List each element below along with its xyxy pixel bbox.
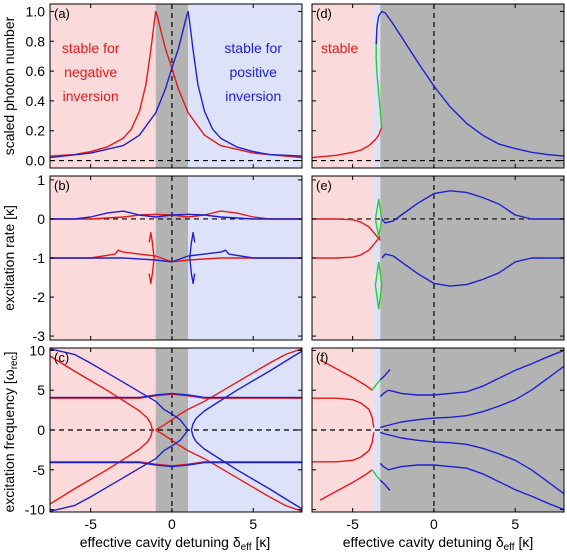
series-line [312, 127, 383, 159]
stability-region [50, 348, 156, 512]
stability-region [373, 176, 381, 340]
x-tick-label: 0 [168, 516, 176, 532]
annotation: positive [229, 64, 277, 80]
panels: stable for negative inversion stable for pos… [25, 3, 565, 532]
annotation: inversion [63, 88, 119, 104]
series-line [379, 369, 391, 381]
y-tick-label: 0.2 [26, 123, 46, 139]
x-tick-label: 5 [511, 516, 519, 532]
ylabel-bottom: excitation frequency [ωrec] [1, 351, 20, 512]
x-tick-label: 0 [430, 516, 438, 532]
series-line [50, 393, 302, 399]
series-line [374, 261, 383, 310]
series-line [190, 350, 302, 431]
series-line [189, 231, 196, 285]
panel-label: (f) [316, 350, 328, 365]
series-line [388, 464, 564, 511]
panel-e: (e) [311, 175, 565, 341]
panel-a: stable for negative inversion stable for pos… [26, 3, 303, 169]
series-line [50, 461, 302, 467]
series-line [50, 249, 302, 263]
series-line [380, 431, 564, 495]
y-tick-label: -10 [25, 502, 45, 518]
y-tick-label: -1 [33, 250, 46, 266]
series-line [148, 231, 155, 285]
plot-frame [311, 3, 565, 169]
series-line [374, 198, 383, 237]
series-line [381, 190, 564, 224]
panel-label: (c) [54, 350, 69, 365]
ylabel-top: scaled photon number [1, 16, 17, 155]
series-line [388, 349, 564, 396]
annotation: stable for [62, 40, 120, 56]
series-line [379, 389, 389, 398]
series-line [319, 359, 373, 391]
stability-region [50, 4, 156, 168]
series-line [319, 469, 373, 501]
series-line [50, 429, 154, 505]
x-tick-label: 5 [249, 516, 257, 532]
series-line [50, 10, 302, 159]
series-line [50, 10, 302, 159]
stability-region [188, 4, 302, 168]
series-line [190, 429, 302, 510]
y-tick-label: -2 [33, 289, 46, 305]
series-line [375, 44, 383, 128]
y-tick-label: -3 [33, 328, 46, 344]
annotation: inversion [225, 88, 281, 104]
series-line [375, 10, 564, 157]
annotation: negative [64, 64, 117, 80]
panel-label: (e) [316, 178, 332, 193]
x-tick-label: -5 [346, 516, 359, 532]
y-tick-label: 0.4 [26, 93, 46, 109]
xlabel-right: effective cavity detuning δeff [κ] [343, 534, 533, 553]
series-line [155, 429, 302, 512]
series-line [312, 432, 375, 463]
panel-label: (a) [54, 6, 70, 21]
annotation: stable for [224, 40, 282, 56]
series-line [155, 348, 302, 431]
series-line [50, 348, 189, 431]
y-tick-label: 0.6 [26, 63, 46, 79]
y-tick-label: -5 [33, 462, 46, 478]
annotation: stable [321, 40, 359, 56]
panel-label: (b) [54, 178, 70, 193]
series-line [381, 253, 564, 287]
series-line [371, 379, 381, 391]
stability-region [373, 4, 381, 168]
panel-f: (f) -5 0 5 [311, 347, 565, 532]
stability-region [312, 4, 374, 168]
ylabel-middle: excitation rate [κ] [1, 205, 17, 311]
panel-label: (d) [316, 6, 332, 21]
y-tick-label: 0.8 [26, 33, 46, 49]
series-line [312, 236, 381, 259]
stability-region [380, 348, 564, 512]
y-tick-label: 1.0 [26, 3, 46, 19]
y-tick-label: 1 [37, 172, 45, 188]
series-line [312, 397, 375, 428]
y-tick-label: 5 [37, 382, 45, 398]
series-line [312, 218, 381, 241]
y-tick-label: 10 [29, 342, 45, 358]
series-line [50, 249, 302, 263]
panel-c: (c) -10 -5 0 5 10 -5 0 5 [25, 342, 303, 532]
series-line [50, 429, 189, 512]
series-line [380, 365, 564, 429]
series-line [371, 469, 381, 481]
x-tick-label: -5 [84, 516, 97, 532]
xlabel-left: effective cavity detuning δeff [κ] [80, 534, 270, 553]
series-line [50, 355, 154, 431]
stability-region [380, 4, 564, 168]
panel-d: stable (d) [311, 3, 565, 169]
series-line [379, 462, 389, 471]
plot-frame [49, 3, 303, 169]
series-line [379, 479, 391, 491]
y-tick-label: 0.0 [26, 153, 46, 169]
series-line [50, 210, 302, 220]
panel-b: (b) -3 -2 -1 0 1 [33, 172, 303, 344]
series-line [50, 210, 302, 220]
y-tick-label: 0 [37, 422, 45, 438]
y-tick-label: 0 [37, 211, 45, 227]
